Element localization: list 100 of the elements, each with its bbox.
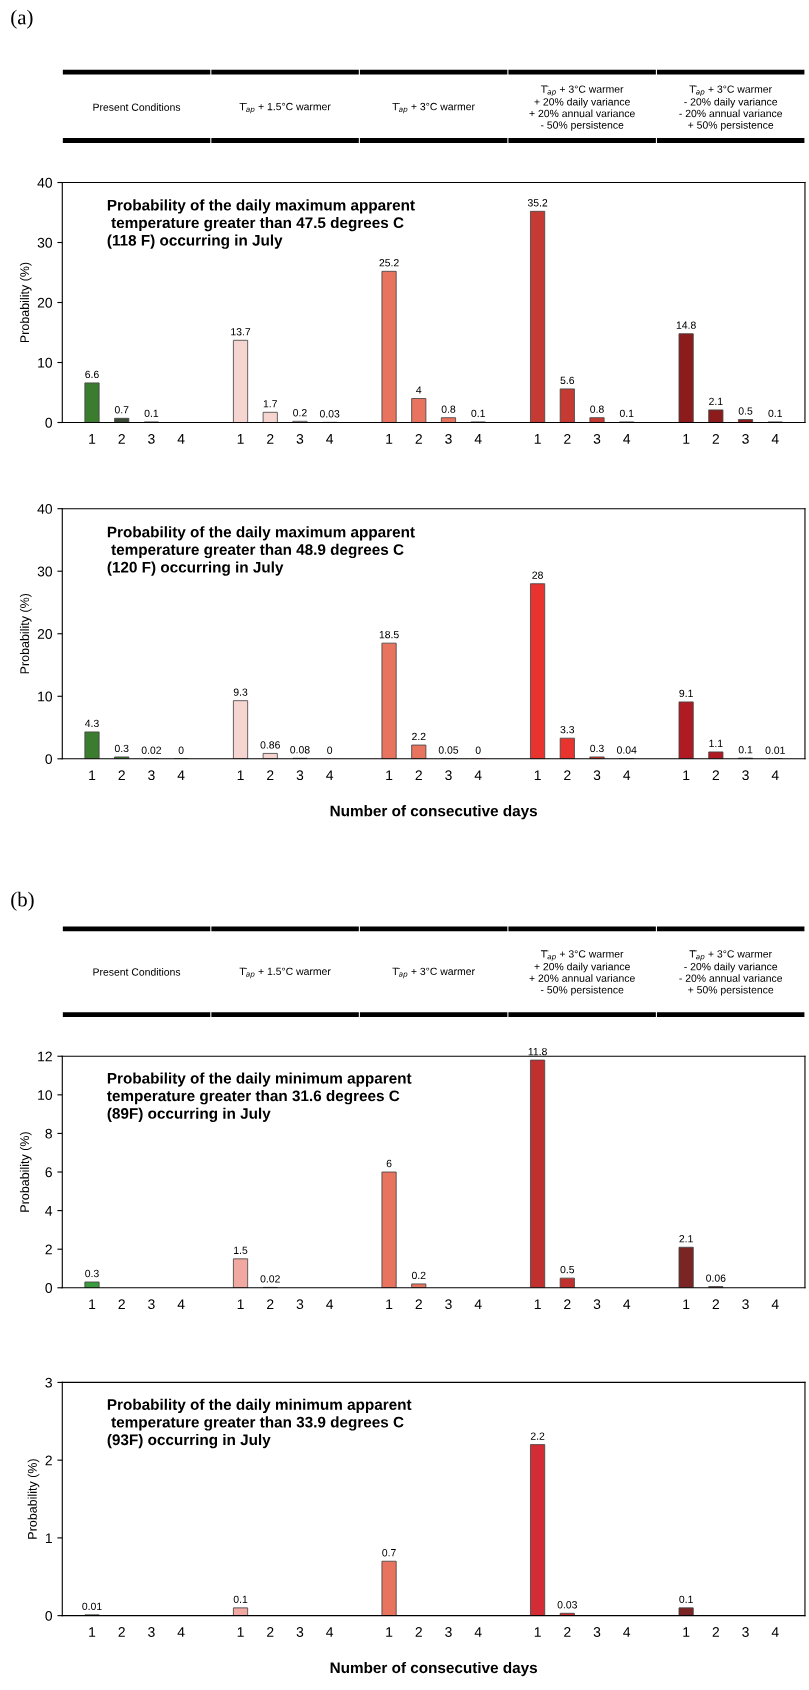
data-label: 13.7 bbox=[231, 328, 251, 336]
data-label: 0.02 bbox=[141, 746, 162, 754]
x-tick-label: 4 bbox=[177, 434, 185, 444]
text: Probability of the daily maximum apparent temperature greater than 48.9 degrees C (120 F) occurring in July bbox=[107, 526, 415, 576]
y-axis-title: Probability (%) bbox=[27, 1459, 40, 1539]
x-tick-label: 2 bbox=[415, 433, 422, 444]
data-label: 6 bbox=[386, 1159, 392, 1168]
x-tick-label: 1 bbox=[683, 1299, 690, 1309]
x-tick-label: 4 bbox=[177, 1299, 185, 1309]
text: (a) bbox=[11, 9, 33, 29]
data-label: 0.1 bbox=[619, 409, 634, 418]
x-tick-label: 1 bbox=[534, 1627, 541, 1637]
x-tick-label: 1 bbox=[237, 1627, 244, 1637]
x-tick-label: 3 bbox=[593, 433, 601, 444]
x-tick-label: 3 bbox=[742, 433, 749, 444]
y-axis-title: Probability (%) bbox=[19, 593, 32, 674]
y-tick-label: 0 bbox=[45, 1610, 53, 1621]
data-label: 4 bbox=[416, 386, 422, 394]
data-label: 0.04 bbox=[616, 746, 637, 754]
x-tick-label: 2 bbox=[267, 1299, 274, 1309]
data-label: 0.03 bbox=[557, 1601, 577, 1609]
x-tick-label: 4 bbox=[771, 1627, 779, 1637]
x-tick-label: 2 bbox=[415, 1299, 422, 1309]
y-tick-label: 0 bbox=[45, 754, 53, 764]
y-tick-label: 30 bbox=[37, 237, 53, 248]
y-tick-label: 20 bbox=[37, 629, 53, 639]
data-label: 0.3 bbox=[85, 1269, 99, 1278]
text: Probability of the daily minimum apparent temperature greater than 31.6 degrees C (89F) occurring in July bbox=[107, 1072, 412, 1122]
x-tick-label: 2 bbox=[712, 1627, 719, 1637]
x-tick-label: 1 bbox=[386, 1627, 393, 1637]
data-label: 0 bbox=[327, 746, 333, 754]
text: T̄$_{ap}$ + 3°C warmer - 20% daily variance - 20% annual variance + 50% persistence bbox=[679, 950, 783, 996]
x-tick-label: 4 bbox=[623, 1299, 631, 1309]
data-label: 0.2 bbox=[411, 1271, 426, 1280]
y-tick-label: 40 bbox=[37, 177, 53, 188]
y-tick-label: 0 bbox=[45, 417, 53, 428]
y-tick-label: 1 bbox=[45, 1533, 52, 1543]
x-tick-label: 2 bbox=[415, 1627, 422, 1637]
text: T̄$_{ap}$ + 3°C warmer bbox=[392, 967, 475, 979]
y-axis-title: Probability (%) bbox=[19, 262, 32, 343]
x-tick-label: 3 bbox=[742, 1627, 749, 1637]
data-label: 0.1 bbox=[679, 1595, 693, 1604]
x-tick-label: 3 bbox=[296, 1299, 304, 1310]
data-label: 0.1 bbox=[471, 409, 485, 418]
data-label: 3.3 bbox=[560, 725, 575, 734]
x-tick-label: 1 bbox=[89, 1627, 96, 1637]
data-label: 2.2 bbox=[412, 732, 426, 741]
x-tick-label: 3 bbox=[296, 770, 304, 781]
x-tick-label: 4 bbox=[326, 1299, 334, 1309]
x-tick-label: 1 bbox=[386, 434, 393, 444]
x-tick-label: 3 bbox=[445, 1627, 452, 1637]
data-label: 2.2 bbox=[530, 1432, 545, 1440]
x-tick-label: 1 bbox=[237, 1299, 244, 1309]
x-tick-label: 4 bbox=[771, 1299, 779, 1309]
x-tick-label: 4 bbox=[474, 434, 482, 444]
x-tick-label: 1 bbox=[89, 1299, 96, 1309]
text: T̄$_{ap}$ + 3°C warmer - 20% daily variance - 20% annual variance + 50% persistence bbox=[679, 85, 783, 131]
x-tick-label: 3 bbox=[445, 433, 452, 444]
data-label: 0.05 bbox=[438, 746, 459, 754]
data-label: 0 bbox=[178, 746, 184, 754]
x-tick-label: 3 bbox=[593, 1299, 601, 1310]
y-tick-label: 10 bbox=[38, 357, 53, 368]
x-tick-label: 2 bbox=[267, 433, 274, 444]
x-tick-label: 4 bbox=[326, 434, 334, 444]
x-axis-title: Number of consecutive days bbox=[330, 805, 538, 820]
data-label: 1.1 bbox=[709, 739, 723, 747]
x-tick-label: 2 bbox=[267, 770, 274, 780]
text: Present Conditions bbox=[93, 968, 181, 976]
x-tick-label: 4 bbox=[474, 1627, 482, 1637]
data-label: 0 bbox=[475, 746, 481, 754]
x-tick-label: 4 bbox=[771, 434, 779, 444]
x-tick-label: 1 bbox=[683, 1627, 690, 1637]
data-label: 0.7 bbox=[382, 1549, 396, 1557]
x-tick-label: 3 bbox=[148, 1299, 155, 1310]
y-tick-label: 40 bbox=[37, 504, 53, 514]
x-tick-label: 3 bbox=[148, 433, 155, 444]
x-tick-label: 3 bbox=[445, 1299, 452, 1310]
x-tick-label: 1 bbox=[237, 434, 244, 444]
y-tick-label: 0 bbox=[45, 1283, 53, 1293]
data-label: 11.8 bbox=[528, 1047, 547, 1056]
y-tick-label: 6 bbox=[45, 1167, 52, 1178]
x-tick-label: 2 bbox=[118, 770, 125, 780]
x-tick-label: 1 bbox=[386, 1299, 393, 1309]
y-tick-label: 10 bbox=[38, 691, 53, 702]
y-axis-title: Probability (%) bbox=[19, 1132, 32, 1212]
x-tick-label: 2 bbox=[564, 1299, 571, 1309]
data-label: 1.5 bbox=[234, 1246, 248, 1254]
data-label: 0.2 bbox=[293, 409, 307, 417]
y-tick-label: 20 bbox=[37, 297, 53, 308]
data-label: 0.01 bbox=[765, 746, 785, 754]
x-tick-label: 4 bbox=[474, 1299, 482, 1309]
x-tick-label: 3 bbox=[742, 770, 749, 781]
x-tick-label: 4 bbox=[177, 1627, 185, 1637]
y-tick-label: 4 bbox=[45, 1206, 53, 1216]
text: Probability of the daily maximum apparent temperature greater than 47.5 degrees C (118 F) occurring in July bbox=[107, 199, 415, 249]
y-tick-label: 2 bbox=[45, 1244, 52, 1255]
data-label: 0.5 bbox=[560, 1265, 575, 1274]
data-label: 4.3 bbox=[85, 719, 99, 728]
x-tick-label: 3 bbox=[296, 433, 304, 444]
x-tick-label: 4 bbox=[623, 434, 631, 444]
